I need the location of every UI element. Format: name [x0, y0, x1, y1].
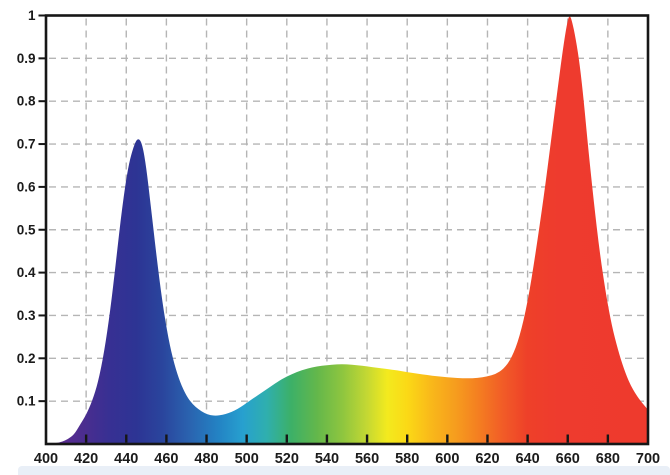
y-axis: 0.1 0.2 0.3 0.4 0.5 0.6 0.7 0.8 0.9 1 [17, 8, 45, 409]
x-tick-label: 660 [556, 451, 580, 467]
y-tick-label: 0.7 [17, 137, 36, 152]
spectrum-area-series [46, 16, 648, 445]
y-tick-label: 0.6 [17, 179, 36, 194]
y-tick-label: 0.2 [17, 351, 36, 366]
y-tick-label: 0.8 [17, 94, 36, 109]
x-tick-label: 640 [515, 451, 539, 467]
x-tick-label: 600 [435, 451, 459, 467]
x-tick-label: 560 [355, 451, 379, 467]
x-tick-label: 500 [235, 451, 259, 467]
y-tick-label: 1 [28, 8, 36, 23]
x-tick-label: 460 [154, 451, 178, 467]
x-tick-label: 420 [74, 451, 98, 467]
y-tick-label: 0.5 [17, 222, 36, 237]
plot-frame [44, 14, 650, 446]
y-tick-label: 0.4 [17, 265, 36, 280]
x-tick-label: 480 [194, 451, 218, 467]
y-tick-label: 0.9 [17, 51, 36, 66]
x-tick-label: 700 [636, 451, 660, 467]
x-axis: 400 420 440 460 480 500 520 540 560 580 600 620 640 6… [34, 434, 660, 467]
x-tick-label: 400 [34, 451, 58, 467]
x-tick-label: 440 [114, 451, 138, 467]
x-tick-label: 540 [315, 451, 339, 467]
x-tick-label: 680 [596, 451, 620, 467]
x-tick-label: 580 [395, 451, 419, 467]
y-tick-label: 0.3 [17, 308, 36, 323]
x-tick-label: 620 [475, 451, 499, 467]
window-edge-strip [18, 466, 670, 475]
x-tick-label: 520 [275, 451, 299, 467]
y-tick-label: 0.1 [17, 394, 36, 409]
